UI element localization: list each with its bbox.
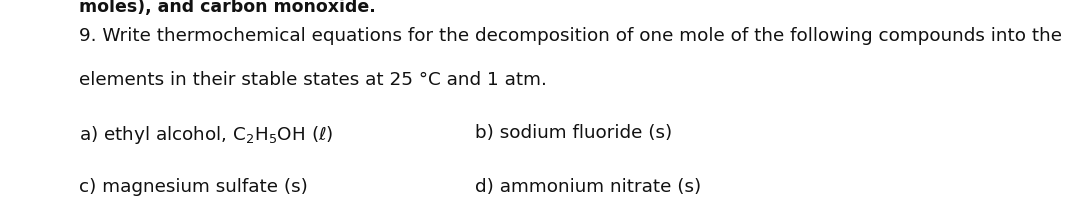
Text: elements in their stable states at 25 °C and 1 atm.: elements in their stable states at 25 °C…	[79, 71, 546, 89]
Text: c) magnesium sulfate (s): c) magnesium sulfate (s)	[79, 178, 308, 196]
Text: b) sodium fluoride (s): b) sodium fluoride (s)	[475, 124, 673, 142]
Text: moles), and carbon monoxide.: moles), and carbon monoxide.	[79, 0, 376, 16]
Text: a) ethyl alcohol, C$_2$H$_5$OH (ℓ): a) ethyl alcohol, C$_2$H$_5$OH (ℓ)	[79, 124, 334, 146]
Text: 9. Write thermochemical equations for the decomposition of one mole of the follo: 9. Write thermochemical equations for th…	[79, 27, 1062, 45]
Text: d) ammonium nitrate (s): d) ammonium nitrate (s)	[475, 178, 701, 196]
